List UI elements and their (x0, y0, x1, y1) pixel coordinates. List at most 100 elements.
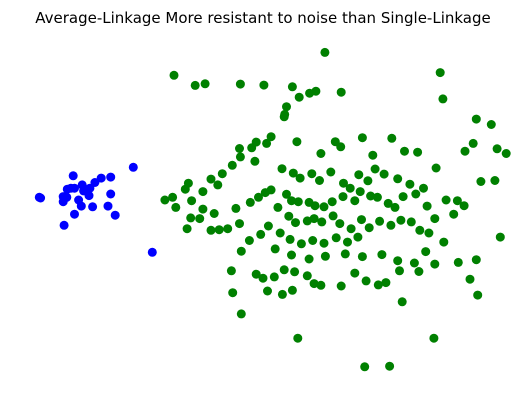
scatter-point (263, 221, 273, 231)
scatter-point (106, 172, 116, 182)
scatter-point (76, 201, 86, 211)
scatter-point (424, 228, 434, 238)
scatter-point (385, 361, 395, 371)
scatter-point (327, 197, 337, 207)
scatter-point (195, 214, 205, 224)
scatter-point (346, 224, 356, 234)
scatter-point (308, 236, 318, 245)
scatter-point (247, 143, 257, 153)
scatter-point (486, 120, 496, 129)
scatter-point (350, 268, 360, 278)
scatter-point (279, 112, 289, 122)
scatter-point (395, 266, 404, 276)
scatter-point (449, 209, 459, 219)
scatter-point (368, 150, 378, 160)
scatter-point (438, 94, 448, 104)
scatter-point (409, 258, 419, 268)
scatter-point (160, 195, 170, 205)
scatter-point (435, 68, 445, 78)
scatter-point (285, 234, 295, 244)
scatter-point (190, 80, 200, 90)
scatter-point (62, 184, 72, 194)
scatter-point (309, 279, 319, 289)
scatter-point (336, 87, 346, 97)
scatter-point (415, 225, 425, 235)
scatter-point (228, 288, 238, 298)
scatter-point (106, 189, 116, 199)
scatter-point (226, 266, 236, 276)
scatter-point (206, 225, 216, 235)
scatter-point (103, 201, 113, 211)
scatter-point (68, 171, 78, 181)
scatter-point (275, 228, 285, 238)
scatter-point (262, 138, 272, 148)
scatter-point (309, 214, 319, 224)
scatter-point (471, 114, 481, 124)
scatter-point (336, 142, 346, 152)
scatter-point (441, 195, 451, 205)
scatter-point (198, 204, 208, 214)
scatter-point (62, 192, 72, 202)
scatter-point (292, 137, 302, 147)
scatter-point (287, 250, 296, 260)
scatter-point (421, 247, 431, 257)
scatter-point (235, 219, 244, 229)
scatter-point (411, 189, 421, 199)
scatter-point (473, 290, 483, 300)
scatter-point (244, 236, 254, 245)
scatter-point (296, 239, 306, 249)
scatter-point (361, 276, 371, 286)
scatter-point (293, 333, 303, 343)
scatter-point (396, 215, 406, 225)
scatter-point (354, 170, 364, 180)
scatter-point (259, 80, 269, 90)
scatter-point (492, 144, 502, 154)
scatter-point (335, 219, 345, 229)
scatter-point (490, 176, 500, 185)
scatter-point (422, 201, 432, 211)
scatter-point (495, 232, 505, 242)
scatter-point (270, 244, 280, 254)
scatter-point (375, 216, 385, 226)
scatter-point (282, 102, 291, 112)
scatter-point (295, 173, 305, 183)
scatter-point (266, 132, 276, 142)
scatter-point (168, 192, 178, 202)
scatter-point (293, 197, 303, 207)
scatter-point (406, 217, 416, 227)
scatter-point (320, 251, 330, 261)
scatter-point (110, 210, 120, 220)
scatter-point (377, 250, 387, 260)
scatter-point (400, 146, 409, 156)
scatter-point (263, 286, 272, 296)
scatter-point (393, 256, 403, 266)
scatter-point (302, 271, 312, 281)
scatter-point (169, 70, 179, 80)
scatter-point (370, 164, 380, 174)
scatter-point (209, 209, 219, 218)
scatter-point (501, 149, 511, 158)
scatter-point (250, 156, 260, 166)
chart-title: Average-Linkage More resistant to noise … (35, 9, 491, 27)
scatter-point (363, 176, 373, 186)
scatter-point (413, 147, 423, 157)
scatter-point (379, 169, 389, 179)
scatter-point (328, 211, 338, 221)
scatter-point (304, 254, 314, 264)
scatter-point (340, 249, 350, 259)
scatter-point (311, 86, 321, 96)
scatter-point (468, 138, 478, 148)
scatter-point (353, 232, 363, 242)
scatter-point (459, 201, 469, 211)
scatter-point (235, 79, 245, 89)
scatter-point (316, 280, 326, 290)
scatter-point (200, 79, 210, 89)
scatter-point (186, 213, 196, 223)
scatter-point (431, 163, 441, 173)
scatter-point (393, 174, 403, 184)
scatter-point (236, 309, 246, 319)
scatter-point (214, 225, 224, 235)
scatter-point (429, 333, 439, 343)
scatter-point (397, 297, 407, 307)
